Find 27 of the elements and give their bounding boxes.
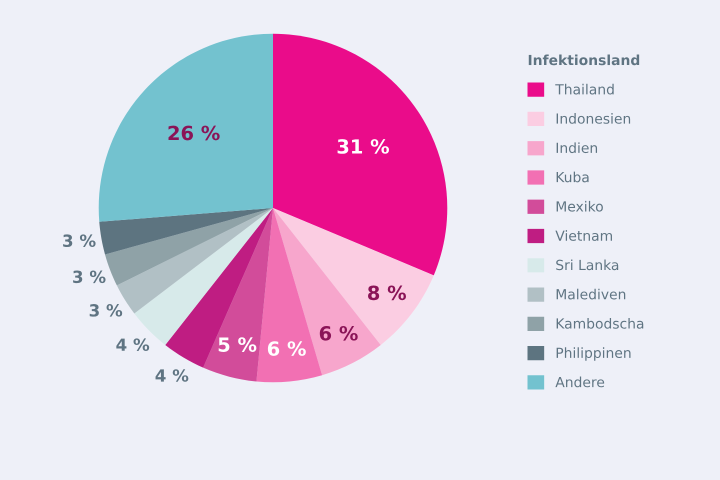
data-label: 3 % [90, 304, 122, 317]
legend-label: Philippinen [556, 347, 630, 361]
data-label: 5 % [218, 337, 256, 352]
legend-label: Vietnam [555, 230, 612, 241]
pie-slice [99, 208, 273, 254]
data-label: 6 % [320, 326, 358, 341]
data-label: 3 % [73, 270, 106, 284]
data-label: 3 % [63, 234, 96, 248]
data-label: 4 % [116, 338, 150, 351]
data-label: 26 % [168, 126, 220, 140]
legend-title: Infektionsland [528, 54, 640, 66]
legend-label: Thailand [555, 84, 614, 95]
pie-slice [98, 34, 273, 222]
legend-label: Indien [556, 142, 598, 154]
data-label: 4 % [156, 369, 188, 382]
legend-label: Kuba [556, 172, 589, 182]
legend-label: Andere [555, 376, 604, 388]
data-label: 8 % [368, 285, 406, 300]
pie-slice [105, 208, 273, 286]
legend-label: Mexiko [556, 200, 603, 212]
pie-slice [273, 34, 448, 276]
data-label: 31 % [338, 139, 389, 154]
legend-label: Sri Lanka [556, 259, 618, 270]
legend-label: Malediven [556, 288, 626, 300]
data-label: 6 % [268, 341, 306, 356]
legend-label: Indonesien [556, 113, 630, 124]
legend-label: Kambodscha [556, 318, 644, 329]
